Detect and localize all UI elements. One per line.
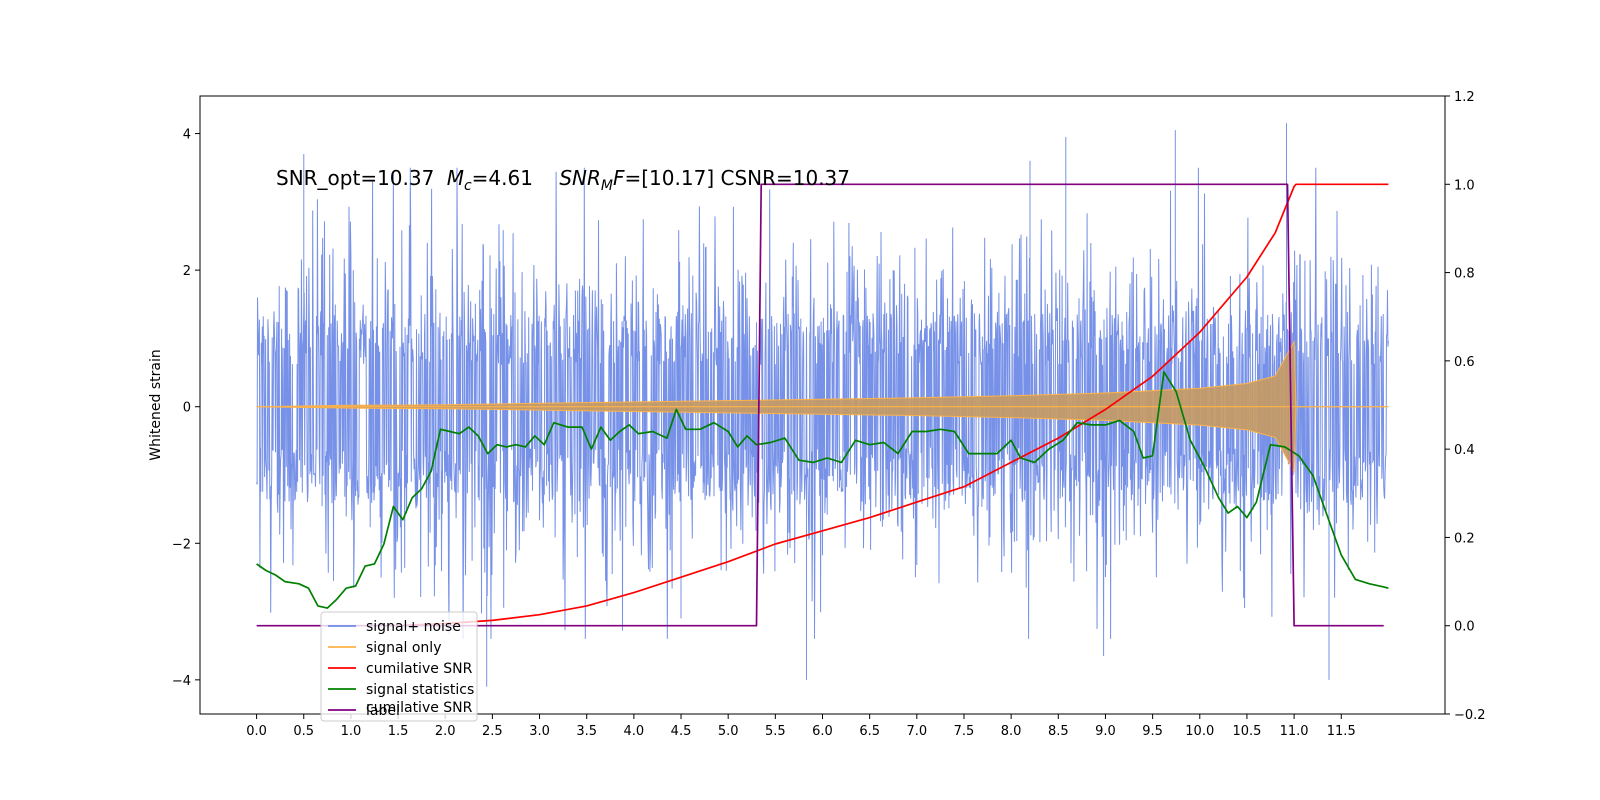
snrmf-subscript: M: [601, 178, 613, 194]
y-tick-label: −4: [172, 674, 191, 689]
legend-label-label: label: [366, 703, 400, 719]
x-tick-label: 4.0: [624, 724, 645, 739]
chart-annotation: SNR_opt=10.37 Mc=4.61 SNRMF=[10.17] CSNR…: [276, 166, 850, 194]
y2-tick-label: 1.2: [1454, 90, 1475, 105]
x-tick-label: 11.5: [1327, 724, 1356, 739]
legend-ghost-text: cumilative SNR: [366, 700, 473, 716]
legend: cumilative SNR signal+ noise signal only c…: [320, 611, 478, 722]
x-tick-label: 9.0: [1095, 724, 1116, 739]
mc-symbol: M: [447, 166, 464, 190]
legend-frame: [320, 611, 478, 722]
x-tick-label: 5.0: [718, 724, 739, 739]
legend-label-signal-statistics: signal statistics: [366, 682, 474, 698]
x-tick-label: 7.5: [954, 724, 975, 739]
label-series: [256, 183, 1384, 627]
x-tick-label: 0.0: [246, 724, 267, 739]
snrmf-f: F: [613, 166, 625, 190]
legend-label-cumilative-snr: cumilative SNR: [366, 661, 473, 677]
legend-label-signal-only: signal only: [366, 640, 441, 656]
signal-statistics-series: [256, 371, 1389, 609]
x-tick-label: 0.5: [293, 724, 314, 739]
y2-tick-label: 1.0: [1454, 178, 1475, 193]
x-tick-label: 8.5: [1048, 724, 1069, 739]
y-tick-label: 2: [183, 264, 191, 279]
x-tick-label: 6.0: [812, 724, 833, 739]
y2-tick-label: −0.2: [1454, 708, 1486, 723]
x-tick-label: 7.0: [906, 724, 927, 739]
axis-layer: 0.0 0.5 1.0 1.5 2.0 2.5 3.0 3.5 4.0 4.5 5.0 5.5 6.0 6…: [172, 90, 1486, 739]
y2-tick-label: 0.0: [1454, 620, 1475, 635]
y2-tick-label: 0.8: [1454, 267, 1475, 282]
x-tick-label: 10.5: [1232, 724, 1261, 739]
signal-noise-series: [256, 123, 1389, 687]
y2-tick-label: 0.4: [1454, 443, 1475, 458]
y-tick-label: 0: [183, 401, 191, 416]
x-tick-label: 1.0: [341, 724, 362, 739]
y-tick-label: 4: [183, 128, 191, 143]
x-tick-label: 11.0: [1280, 724, 1309, 739]
mc-subscript: c: [464, 178, 472, 194]
y2-tick-label: 0.6: [1454, 355, 1475, 370]
y2-tick-label: 0.2: [1454, 531, 1475, 546]
y-tick-label: −2: [172, 537, 191, 552]
snrmf-symbol: SNR: [559, 166, 601, 190]
x-tick-label: 3.0: [529, 724, 550, 739]
x-tick-label: 2.0: [435, 724, 456, 739]
mc-value: =4.61: [472, 166, 533, 190]
series-layer: [256, 123, 1389, 687]
snr-opt-text: SNR_opt=10.37: [276, 166, 434, 190]
x-tick-label: 5.5: [765, 724, 786, 739]
cumulative-snr-series: [393, 183, 1389, 627]
x-tick-label: 9.5: [1142, 724, 1163, 739]
x-tick-label: 3.5: [576, 724, 597, 739]
x-tick-label: 4.5: [671, 724, 692, 739]
x-tick-label: 1.5: [388, 724, 409, 739]
x-tick-label: 2.5: [482, 724, 503, 739]
x-tick-label: 6.5: [859, 724, 880, 739]
y-axis-label: Whitened strain: [148, 349, 164, 460]
x-tick-label: 10.0: [1185, 724, 1214, 739]
snrmf-value: =[10.17] CSNR=10.37: [625, 166, 851, 190]
legend-label-signal-noise: signal+ noise: [366, 619, 461, 635]
x-tick-label: 8.0: [1001, 724, 1022, 739]
